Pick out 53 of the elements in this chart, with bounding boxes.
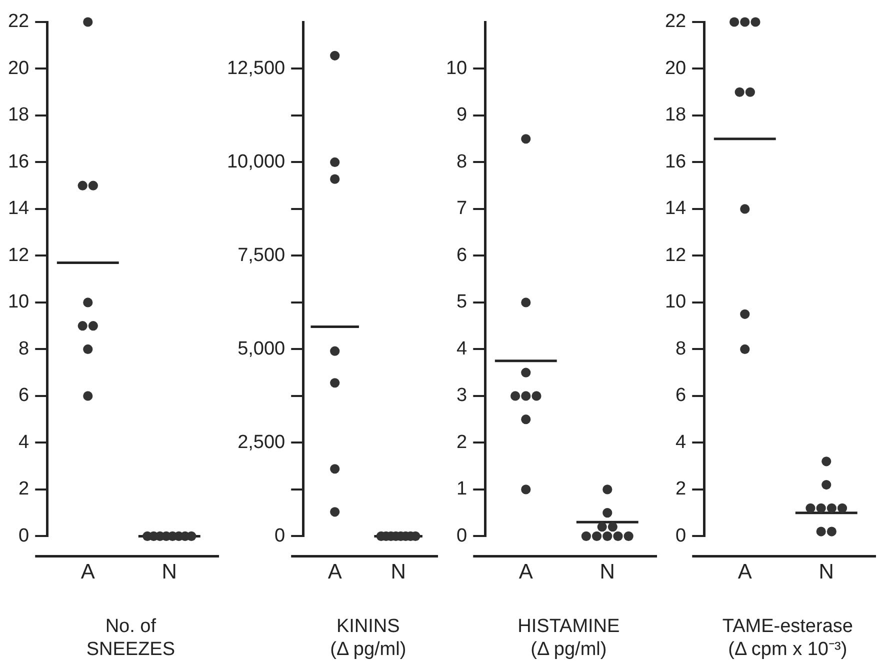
y-tick-label: 20 <box>664 58 686 79</box>
y-tick-label: 5,000 <box>238 338 286 360</box>
x-tick-label: N <box>600 560 615 584</box>
y-tick-label: 0 <box>274 525 286 546</box>
y-tick-label: 1 <box>456 478 468 500</box>
y-tick-label: 22 <box>8 11 30 32</box>
y-tick-label: 12 <box>8 244 30 266</box>
y-tick-label: 10,000 <box>226 151 286 172</box>
y-tick-label: 2,500 <box>238 432 286 453</box>
y-tick-label: 16 <box>8 151 30 172</box>
x-tick-label: A <box>738 560 752 584</box>
y-tick-label: 8 <box>456 151 468 172</box>
y-tick-label: 12 <box>664 244 686 266</box>
y-tick-label: 12,500 <box>226 58 286 79</box>
y-tick-label: 0 <box>456 525 468 546</box>
y-tick-label: 0 <box>18 525 30 546</box>
y-tick-label: 2 <box>456 432 468 453</box>
y-tick-label: 6 <box>676 385 686 406</box>
y-tick-label: 4 <box>18 432 30 453</box>
y-tick-label: 7,500 <box>238 244 286 266</box>
x-axis-title: HISTAMINE (Δ pg/ml) <box>518 616 620 660</box>
y-tick-label: 6 <box>456 244 468 266</box>
y-tick-label: 10 <box>664 292 686 313</box>
y-tick-label: 0 <box>676 525 686 546</box>
y-tick-label: 8 <box>676 338 686 360</box>
y-tick-label: 16 <box>664 151 686 172</box>
y-tick-label: 22 <box>664 11 686 32</box>
y-tick-label: 8 <box>18 338 30 360</box>
y-tick-label: 14 <box>8 198 30 220</box>
y-tick-label: 2 <box>676 478 686 500</box>
y-tick-label: 18 <box>8 104 30 126</box>
y-tick-label: 5 <box>456 292 468 313</box>
y-tick-label: 9 <box>456 104 468 126</box>
x-axis-title: TAME-esterase (Δ cpm x 10⁻³) <box>722 616 853 660</box>
y-tick-label: 10 <box>446 58 468 79</box>
y-tick-label: 2 <box>18 478 30 500</box>
x-tick-label: A <box>80 560 95 584</box>
y-tick-label: 20 <box>8 58 30 79</box>
y-tick-label: 7 <box>456 198 468 220</box>
y-tick-label: 4 <box>676 432 687 453</box>
x-tick-label: A <box>328 560 342 584</box>
x-tick-label: N <box>162 560 177 584</box>
y-tick-label: 3 <box>456 385 468 406</box>
y-tick-label: 14 <box>664 198 687 220</box>
y-tick-label: 6 <box>18 385 30 406</box>
y-tick-label: 4 <box>456 338 468 360</box>
y-tick-label: 18 <box>664 104 686 126</box>
x-axis-title: KININS (Δ pg/ml) <box>330 616 406 660</box>
x-tick-label: A <box>518 560 533 584</box>
x-tick-label: N <box>390 560 406 584</box>
y-tick-label: 10 <box>8 292 30 313</box>
x-axis-title: No. of SNEEZES <box>86 616 176 660</box>
x-tick-label: N <box>818 560 834 584</box>
